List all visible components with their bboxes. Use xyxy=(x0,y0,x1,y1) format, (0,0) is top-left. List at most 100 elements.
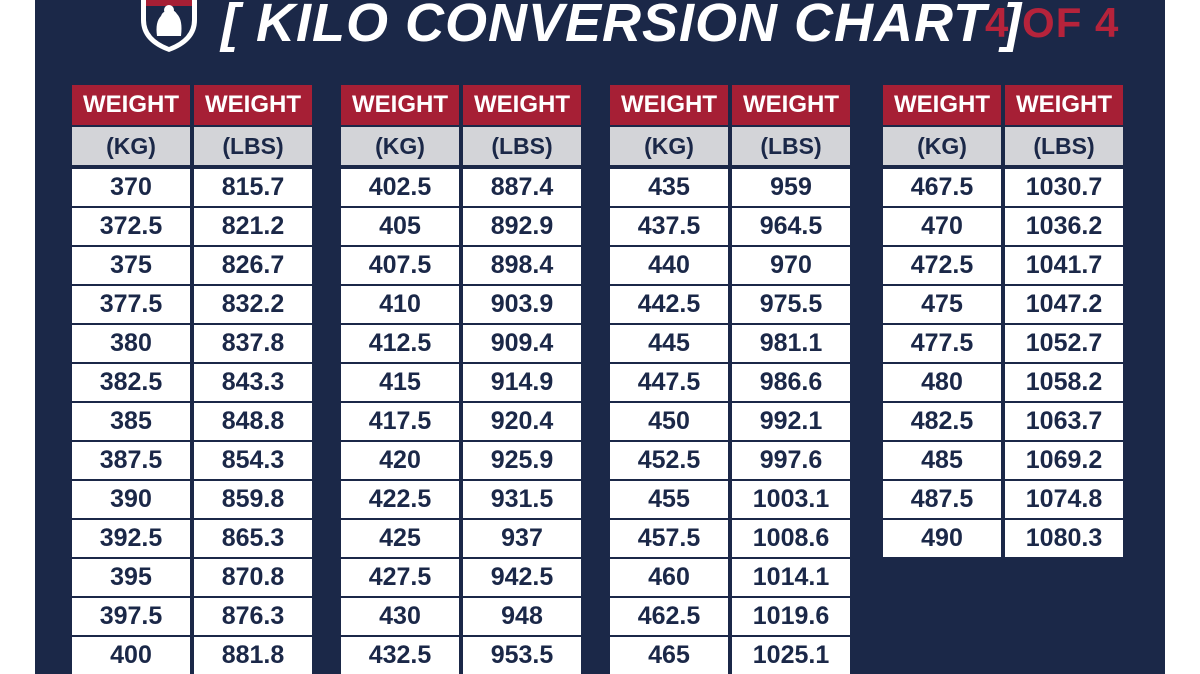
lbs-cell: 865.3 xyxy=(194,520,312,557)
lbs-cell: 898.4 xyxy=(463,247,581,284)
kg-cell: 415 xyxy=(341,364,459,401)
lbs-cell: 876.3 xyxy=(194,598,312,635)
lbs-cell: 981.1 xyxy=(732,325,850,362)
lbs-cell: 881.8 xyxy=(194,637,312,674)
kg-cell: 422.5 xyxy=(341,481,459,518)
lbs-cell: 870.8 xyxy=(194,559,312,596)
lbs-cell: 826.7 xyxy=(194,247,312,284)
lbs-cell: 909.4 xyxy=(463,325,581,362)
kg-cell: 430 xyxy=(341,598,459,635)
lbs-cell: 964.5 xyxy=(732,208,850,245)
kg-cell: 397.5 xyxy=(72,598,190,635)
kg-cell: 480 xyxy=(883,364,1001,401)
kg-cell: 470 xyxy=(883,208,1001,245)
lbs-cell: 848.8 xyxy=(194,403,312,440)
kg-cell: 375 xyxy=(72,247,190,284)
kg-cell: 377.5 xyxy=(72,286,190,323)
kg-cell: 455 xyxy=(610,481,728,518)
unit-lbs-label: (LBS) xyxy=(194,127,312,165)
unit-kg-label: (KG) xyxy=(341,127,459,165)
header-weight-kg: WEIGHT xyxy=(341,85,459,125)
kg-cell: 465 xyxy=(610,637,728,674)
lbs-cell: 959 xyxy=(732,169,850,206)
lbs-cell: 1063.7 xyxy=(1005,403,1123,440)
conversion-table-1: WEIGHT WEIGHT (KG) (LBS) 370 815.7 372.5 821.2 3… xyxy=(72,85,312,674)
lbs-cell: 854.3 xyxy=(194,442,312,479)
header-weight-kg: WEIGHT xyxy=(883,85,1001,125)
lbs-cell: 859.8 xyxy=(194,481,312,518)
unit-kg-label: (KG) xyxy=(610,127,728,165)
lbs-cell: 992.1 xyxy=(732,403,850,440)
lbs-cell: 1008.6 xyxy=(732,520,850,557)
kg-cell: 405 xyxy=(341,208,459,245)
kg-cell: 400 xyxy=(72,637,190,674)
kg-cell: 410 xyxy=(341,286,459,323)
kg-cell: 447.5 xyxy=(610,364,728,401)
lbs-cell: 986.6 xyxy=(732,364,850,401)
kg-cell: 425 xyxy=(341,520,459,557)
lbs-cell: 837.8 xyxy=(194,325,312,362)
lbs-cell: 815.7 xyxy=(194,169,312,206)
kg-cell: 380 xyxy=(72,325,190,362)
lbs-cell: 1069.2 xyxy=(1005,442,1123,479)
lbs-cell: 887.4 xyxy=(463,169,581,206)
kg-cell: 392.5 xyxy=(72,520,190,557)
lbs-cell: 1080.3 xyxy=(1005,520,1123,557)
lbs-cell: 821.2 xyxy=(194,208,312,245)
lbs-cell: 920.4 xyxy=(463,403,581,440)
kg-cell: 460 xyxy=(610,559,728,596)
kg-cell: 445 xyxy=(610,325,728,362)
kg-cell: 427.5 xyxy=(341,559,459,596)
kg-cell: 450 xyxy=(610,403,728,440)
unit-lbs-label: (LBS) xyxy=(732,127,850,165)
kg-cell: 372.5 xyxy=(72,208,190,245)
page-indicator: 4 OF 4 xyxy=(985,0,1120,46)
kg-cell: 485 xyxy=(883,442,1001,479)
header-weight-kg: WEIGHT xyxy=(610,85,728,125)
kg-cell: 482.5 xyxy=(883,403,1001,440)
lbs-cell: 1025.1 xyxy=(732,637,850,674)
lbs-cell: 1041.7 xyxy=(1005,247,1123,284)
kg-cell: 412.5 xyxy=(341,325,459,362)
kg-cell: 487.5 xyxy=(883,481,1001,518)
header-weight-lbs: WEIGHT xyxy=(1005,85,1123,125)
conversion-table-3: WEIGHT WEIGHT (KG) (LBS) 435 959 437.5 964.5 440… xyxy=(610,85,850,674)
lbs-cell: 1074.8 xyxy=(1005,481,1123,518)
kg-cell: 395 xyxy=(72,559,190,596)
chart-poster: [ KILO CONVERSION CHART ] 4 OF 4 WEIGHT W… xyxy=(35,0,1165,674)
kg-cell: 437.5 xyxy=(610,208,728,245)
lbs-cell: 832.2 xyxy=(194,286,312,323)
unit-kg-label: (KG) xyxy=(883,127,1001,165)
lbs-cell: 942.5 xyxy=(463,559,581,596)
lbs-cell: 1058.2 xyxy=(1005,364,1123,401)
lbs-cell: 1052.7 xyxy=(1005,325,1123,362)
kg-cell: 432.5 xyxy=(341,637,459,674)
kg-cell: 385 xyxy=(72,403,190,440)
lbs-cell: 1030.7 xyxy=(1005,169,1123,206)
lbs-cell: 997.6 xyxy=(732,442,850,479)
lbs-cell: 925.9 xyxy=(463,442,581,479)
header-weight-lbs: WEIGHT xyxy=(194,85,312,125)
kg-cell: 472.5 xyxy=(883,247,1001,284)
kg-cell: 490 xyxy=(883,520,1001,557)
kg-cell: 370 xyxy=(72,169,190,206)
kg-cell: 387.5 xyxy=(72,442,190,479)
kg-cell: 440 xyxy=(610,247,728,284)
unit-lbs-label: (LBS) xyxy=(1005,127,1123,165)
flexed-arm-shield-icon xyxy=(141,0,197,52)
lbs-cell: 937 xyxy=(463,520,581,557)
lbs-cell: 1047.2 xyxy=(1005,286,1123,323)
lbs-cell: 970 xyxy=(732,247,850,284)
conversion-table-2: WEIGHT WEIGHT (KG) (LBS) 402.5 887.4 405 892.9 4… xyxy=(341,85,581,674)
unit-lbs-label: (LBS) xyxy=(463,127,581,165)
kg-cell: 475 xyxy=(883,286,1001,323)
lbs-cell: 948 xyxy=(463,598,581,635)
lbs-cell: 953.5 xyxy=(463,637,581,674)
lbs-cell: 1036.2 xyxy=(1005,208,1123,245)
lbs-cell: 1014.1 xyxy=(732,559,850,596)
lbs-cell: 1003.1 xyxy=(732,481,850,518)
kg-cell: 452.5 xyxy=(610,442,728,479)
kg-cell: 477.5 xyxy=(883,325,1001,362)
lbs-cell: 903.9 xyxy=(463,286,581,323)
kg-cell: 435 xyxy=(610,169,728,206)
